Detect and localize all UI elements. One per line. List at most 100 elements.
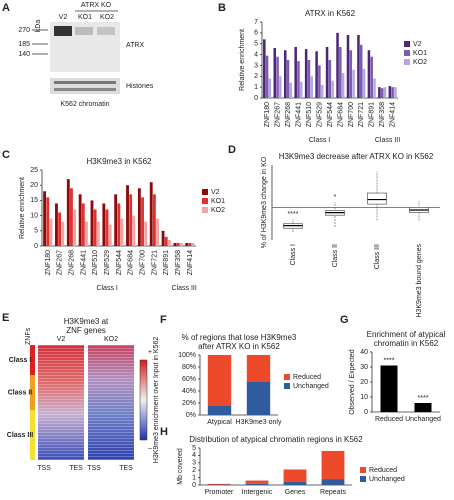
bar	[367, 50, 371, 98]
y-tick-label: 20%	[182, 400, 196, 407]
bar-segment	[283, 482, 307, 485]
heatmap-texture	[38, 345, 84, 460]
panel-letter: H	[160, 426, 168, 438]
bar	[144, 221, 148, 246]
bar	[164, 236, 168, 246]
x-tick-label: ZNF267	[57, 250, 64, 275]
bar	[297, 61, 300, 98]
bar	[304, 49, 308, 98]
y-tick-label: 3	[192, 460, 196, 467]
annotation: *	[334, 194, 337, 201]
panel-letter: F	[160, 314, 167, 326]
bar	[289, 82, 293, 98]
panel-letter: C	[2, 149, 10, 161]
scale-label: H3K9me3 enrichment over Input in K562	[153, 337, 160, 464]
group-label: Class I	[309, 137, 330, 144]
bar-segment	[246, 382, 271, 415]
column-label: KO2	[104, 336, 118, 343]
bar	[132, 215, 136, 246]
bar	[414, 403, 432, 412]
x-tick-label: ZNF268	[285, 102, 292, 127]
bar-segment	[321, 479, 345, 485]
annotation: ****	[418, 395, 429, 402]
x-tick-label: ZNF180	[264, 102, 271, 127]
band-label: ATRX	[126, 42, 144, 49]
bar	[43, 191, 47, 246]
band-label: Histones	[126, 83, 154, 90]
bar	[141, 197, 144, 246]
x-tick-label: ZNF414	[187, 250, 194, 275]
bar	[108, 224, 112, 246]
bar	[129, 194, 133, 246]
blot-band	[75, 27, 93, 35]
lane-label: KO1	[78, 14, 92, 21]
y-tick-label: 10	[360, 394, 368, 401]
x-tick-label: ZNF529	[104, 250, 111, 275]
bar-segment	[245, 480, 269, 484]
chart-title: Enrichment of atypical	[367, 330, 446, 339]
lane-label: KO2	[100, 14, 114, 21]
group-label: Class I	[96, 285, 117, 292]
x-label: TES	[119, 465, 133, 472]
x-tick-label: ZNF268	[68, 250, 75, 275]
x-tick-label: Repeats	[320, 489, 347, 496]
y-tick-label: 0%	[186, 412, 196, 419]
blot-band	[97, 27, 115, 35]
scale-low: –	[148, 445, 152, 452]
bar	[388, 86, 392, 98]
class-bar	[30, 410, 35, 460]
bar	[310, 76, 313, 98]
y-tick-label: 15	[30, 197, 38, 204]
y-axis-label: Mb covered	[177, 448, 184, 485]
y-tick-label: 5	[254, 41, 258, 48]
bar	[380, 88, 384, 98]
y-tick-label: 25	[30, 167, 38, 174]
x-tick-label: H3K9me3 only	[236, 419, 282, 426]
y-tick-label: 20	[360, 379, 368, 386]
chart-title: % of regions that lose H3K9me3	[182, 333, 297, 342]
x-tick-label: Reduced	[375, 416, 403, 423]
bar	[49, 218, 53, 246]
bar	[276, 56, 279, 98]
y-tick-label: 0	[34, 243, 38, 250]
x-tick-label: H3K9me3 bound genes	[416, 244, 423, 318]
bar	[173, 242, 177, 246]
x-tick-label: ZNF180	[45, 250, 52, 275]
bar-segment	[207, 355, 232, 406]
bar-segment	[283, 469, 307, 483]
x-label: TSS	[37, 465, 51, 472]
bar	[268, 78, 272, 98]
bar	[152, 194, 156, 246]
bar	[93, 209, 97, 246]
x-tick-label: ZNF414	[390, 102, 397, 127]
bar	[359, 44, 363, 98]
x-tick-label: Genes	[285, 489, 306, 496]
bar	[149, 182, 153, 246]
bar	[117, 203, 121, 246]
x-tick-label: ZNF441	[80, 250, 87, 275]
class-label: Class II	[8, 389, 33, 396]
legend-swatch	[404, 59, 410, 65]
bar-segment	[246, 355, 271, 382]
panel-letter: D	[228, 144, 236, 156]
bar	[300, 81, 303, 98]
bar	[137, 188, 141, 246]
y-tick-label: 6	[254, 30, 258, 37]
y-tick-label: 5	[192, 445, 196, 452]
x-tick-label: ZNF510	[306, 102, 313, 127]
x-tick-label: ZNF721	[151, 250, 158, 275]
group-label: Class III	[172, 285, 197, 292]
chart-title: ATRX in K562	[305, 9, 356, 18]
chart-title: H3K9me3 in K562	[87, 157, 152, 166]
x-tick-label: ZNF267	[275, 102, 282, 127]
bar	[96, 221, 100, 246]
bar	[341, 73, 345, 98]
y-tick-label: 1	[192, 474, 196, 481]
x-label: TES	[69, 465, 83, 472]
bar	[70, 188, 73, 246]
marker-label: 270	[18, 27, 30, 34]
legend-label: KO1	[413, 50, 427, 57]
bar	[105, 209, 109, 246]
heatmap-texture	[88, 345, 134, 460]
legend-label: Unchanged	[293, 383, 329, 390]
